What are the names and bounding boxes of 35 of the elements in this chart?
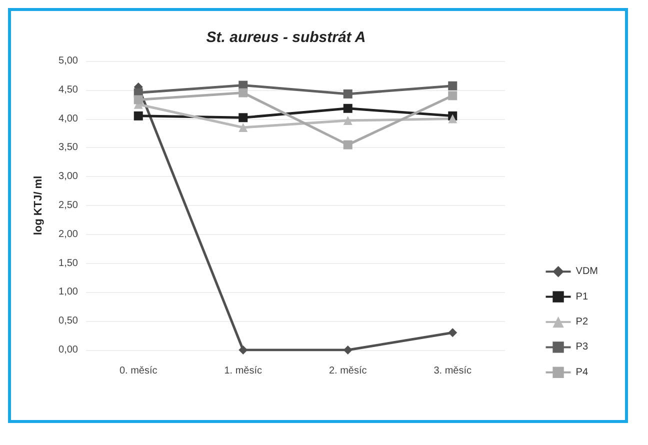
y-tick-label: 3,50 (58, 142, 78, 154)
point (448, 114, 458, 124)
y-tick-label: 2,50 (58, 200, 78, 211)
y-tick-label: 4,50 (58, 84, 78, 96)
x-tick-label: 3. měsíc (434, 366, 472, 376)
y-tick-label: 1,50 (58, 258, 78, 269)
y-axis-title: log KTJ/ ml (32, 176, 44, 236)
y-tick-label: 1,00 (58, 286, 78, 298)
point (448, 81, 458, 90)
point (238, 113, 248, 122)
point (343, 116, 352, 126)
x-tick-label: 2. měsíc (328, 366, 367, 376)
y-tick-label: 2,00 (58, 228, 78, 240)
point (238, 122, 248, 132)
point (134, 111, 143, 120)
y-tick-label: 0,00 (58, 344, 78, 356)
point (238, 88, 248, 98)
legend-label: P2 (576, 316, 588, 328)
legend-label: P3 (576, 342, 588, 353)
legend-label: P1 (576, 291, 588, 302)
point (134, 95, 143, 104)
point (448, 91, 458, 100)
y-tick-label: 3,00 (58, 171, 78, 182)
x-tick-label: 1. měsíc (224, 366, 262, 376)
legend-label: VDM (576, 266, 598, 278)
y-tick-label: 5,00 (58, 56, 78, 66)
point (448, 328, 458, 338)
chart-title: St. aureus - substrát A (206, 29, 366, 46)
point (343, 89, 352, 98)
point (343, 104, 352, 113)
x-tick-label: 0. měsíc (119, 366, 158, 376)
y-tick-label: 0,50 (58, 316, 78, 327)
point (343, 140, 352, 150)
legend-label: P4 (576, 366, 588, 378)
y-tick-label: 4,00 (58, 113, 78, 124)
